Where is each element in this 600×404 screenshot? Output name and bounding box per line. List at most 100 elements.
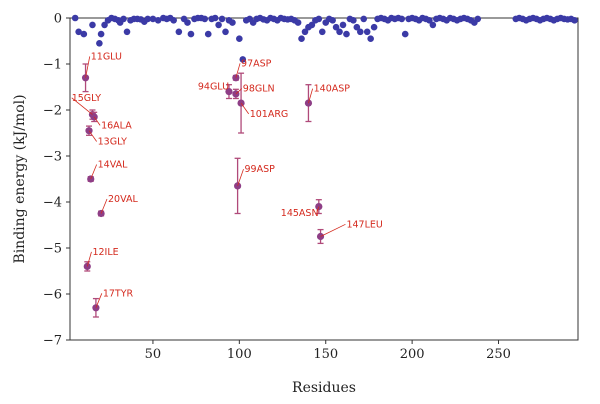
annotation-15GLY: 15GLY [72, 93, 101, 104]
data-point-42 [236, 35, 243, 42]
point-annotations: 11GLU 15GLY 16ALA 13GLY 14VAL 20VAL 12ILE 17TYR… [71, 51, 383, 308]
data-point-78 [360, 15, 368, 23]
annotation-connector-20VAL [100, 198, 108, 214]
x-axis-label: Residues [292, 380, 356, 396]
data-point-66 [318, 28, 326, 36]
annotation-connector-98GLN [235, 88, 243, 95]
y-tick-label-6: −6 [43, 288, 62, 303]
data-point-80 [367, 35, 374, 42]
y-tick-label-5: −5 [43, 242, 62, 257]
data-point-12 [120, 15, 127, 23]
annotation-97ASP: 97ASP [241, 58, 272, 69]
data-point-43 [239, 56, 247, 63]
data-point-81 [370, 23, 378, 31]
data-point-41 [229, 19, 236, 26]
data-point-20 [149, 15, 157, 23]
annotation-connector-17TYR [95, 293, 103, 308]
data-point-19 [144, 15, 152, 23]
data-point-13 [123, 28, 131, 36]
annotation-99ASP: 99ASP [245, 164, 276, 175]
data-point-6 [101, 21, 108, 29]
y-tick-label-1: −1 [43, 58, 62, 73]
data-point-90 [401, 30, 409, 38]
highlight-point-94GLU [225, 88, 233, 96]
annotation-connector-140ASP [308, 88, 314, 104]
annotation-14VAL: 14VAL [98, 160, 128, 171]
data-point-33 [201, 15, 209, 23]
data-point-28 [184, 19, 191, 26]
annotation-140ASP: 140ASP [314, 84, 351, 95]
annotation-connector-147LEU [320, 223, 346, 237]
data-point-70 [332, 23, 340, 31]
y-tick-label-2: −2 [43, 104, 62, 119]
x-tick-label-1: 100 [227, 347, 252, 362]
data-points [71, 14, 578, 318]
data-point-75 [350, 17, 357, 24]
annotation-connector-15GLY [71, 97, 93, 115]
annotation-98GLN: 98GLN [243, 84, 275, 95]
data-point-89 [398, 15, 406, 23]
data-point-63 [308, 21, 316, 29]
data-point-1 [75, 28, 82, 36]
x-tick-label-0: 50 [145, 347, 162, 362]
axes: 50 100 150 200 250 0 −1 −2 −3 −4 −5 −6 −7 [43, 12, 579, 362]
data-point-72 [339, 21, 347, 29]
plot-frame [69, 17, 579, 341]
data-point-5 [97, 30, 105, 38]
annotation-94GLU: 94GLU [198, 81, 229, 92]
x-tick-label-4: 250 [486, 347, 511, 362]
x-tick-label-3: 200 [400, 347, 425, 362]
data-point-39 [222, 28, 229, 36]
data-point-65 [315, 15, 323, 23]
annotation-connector-99ASP [237, 168, 244, 187]
data-point-36 [211, 14, 219, 22]
annotation-connector-16ALA [93, 116, 101, 126]
data-point-59 [294, 19, 302, 26]
annotation-connector-145ASN [316, 206, 320, 213]
data-point-0 [71, 14, 79, 22]
data-point-76 [353, 23, 361, 31]
annotation-12ILE: 12ILE [92, 247, 118, 258]
y-tick-label-4: −4 [43, 196, 62, 211]
y-tick-label-3: −3 [43, 150, 62, 165]
data-point-77 [356, 28, 364, 36]
data-point-21 [154, 17, 162, 24]
annotation-101ARG: 101ARG [250, 109, 289, 120]
annotation-connector-13GLY [88, 130, 97, 142]
data-point-69 [329, 17, 336, 24]
data-point-97 [426, 17, 433, 24]
data-point-73 [343, 30, 350, 38]
annotation-20VAL: 20VAL [108, 194, 138, 205]
y-tick-label-0: 0 [54, 12, 62, 27]
data-point-25 [170, 17, 177, 24]
data-point-37 [215, 21, 222, 29]
data-point-38 [218, 15, 226, 23]
data-point-26 [175, 28, 183, 36]
data-point-3 [89, 21, 96, 29]
annotation-147LEU: 147LEU [346, 219, 382, 230]
data-point-4 [96, 40, 103, 47]
data-point-29 [187, 30, 195, 38]
data-point-34 [204, 30, 212, 38]
annotation-11GLU: 11GLU [91, 51, 122, 62]
data-point-60 [298, 35, 305, 42]
data-point-79 [363, 28, 371, 36]
data-point-129 [571, 17, 578, 24]
annotation-connector-97ASP [235, 63, 241, 78]
x-tick-label-2: 150 [313, 347, 338, 362]
data-point-2 [80, 30, 88, 38]
data-point-98 [429, 21, 437, 29]
annotation-connector-101ARG [240, 102, 250, 115]
y-tick-label-7: −7 [43, 334, 62, 349]
annotation-17TYR: 17TYR [103, 288, 134, 299]
annotation-connector-14VAL [90, 164, 98, 180]
annotation-connector-11GLU [85, 56, 91, 78]
highlight-point-97ASP [232, 74, 240, 82]
data-point-61 [301, 28, 309, 36]
data-point-111 [474, 15, 482, 23]
data-point-71 [336, 28, 343, 36]
annotation-13GLY: 13GLY [98, 137, 127, 148]
annotation-16ALA: 16ALA [101, 120, 132, 131]
y-axis-label: Binding energy (kJ/mol) [12, 94, 28, 263]
